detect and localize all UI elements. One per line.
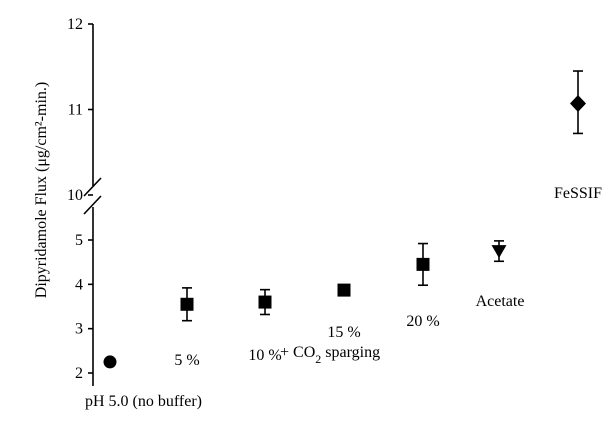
upper-tick-label: 11	[68, 102, 83, 119]
point-20	[416, 257, 430, 271]
axis-break-mark-upper	[83, 177, 102, 197]
point-5	[180, 297, 194, 311]
co2-sparging-annotation: + CO2 sparging	[280, 344, 380, 366]
point-label-acetate: Acetate	[476, 293, 525, 310]
y-axis-ticks: 2 3 4 5 10 11 12	[67, 16, 93, 382]
upper-tick-label: 10	[67, 187, 83, 204]
axis-break-mark-lower	[83, 195, 102, 215]
data-points	[103, 70, 586, 369]
lower-tick-label: 4	[75, 276, 83, 293]
point-labels: pH 5.0 (no buffer) 5 % 10 % 15 % 20 % Acetate…	[85, 185, 602, 410]
point-label-ph-5-0-no-buffer: pH 5.0 (no buffer)	[85, 393, 202, 410]
upper-tick-label: 12	[67, 16, 83, 33]
point-ph-5-0-no-buffer	[103, 355, 117, 369]
point-15	[337, 283, 351, 297]
y-axis	[83, 24, 102, 386]
point-label-15: 15 %	[327, 324, 360, 341]
lower-tick-label: 3	[75, 321, 83, 338]
point-10	[258, 295, 272, 309]
co2-prefix: + CO	[280, 344, 315, 361]
point-label-20: 20 %	[406, 313, 439, 330]
point-label-fessif: FeSSIF	[554, 185, 602, 202]
point-label-10: 10 %	[248, 347, 281, 364]
lower-tick-label: 5	[75, 232, 83, 249]
point-label-5: 5 %	[174, 352, 199, 369]
y-axis-label: Dipyridamole Flux (μg/cm²-min.)	[33, 82, 50, 298]
lower-tick-label: 2	[75, 365, 83, 382]
co2-subscript: 2	[315, 352, 321, 366]
point-acetate	[491, 245, 507, 259]
point-fessif	[570, 95, 586, 113]
co2-suffix: sparging	[321, 344, 380, 361]
